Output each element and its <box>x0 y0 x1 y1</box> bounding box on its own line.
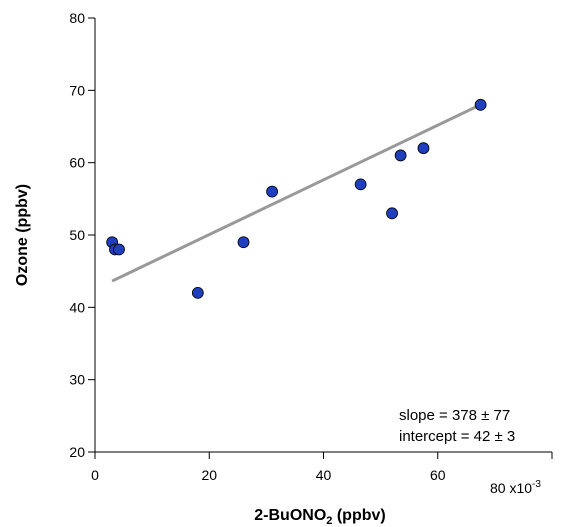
x-tick-label: 0 <box>91 467 99 483</box>
data-point <box>266 185 278 198</box>
data-point <box>474 98 487 111</box>
y-tick-label: 40 <box>69 299 85 315</box>
data-point <box>237 236 250 249</box>
data-point <box>354 178 367 191</box>
data-point <box>191 286 204 299</box>
axes <box>94 18 552 453</box>
fit-line <box>111 103 482 283</box>
data-point <box>113 243 125 256</box>
y-tick-label: 60 <box>69 155 85 171</box>
fit-line-group <box>111 103 482 283</box>
x-end-tick-label: 80 x10-3 <box>490 479 541 496</box>
x-end-exponent: -3 <box>532 479 541 490</box>
data-points <box>106 98 487 299</box>
x-axis-title-tail: (ppbv) <box>332 507 385 524</box>
data-point <box>386 207 398 220</box>
intercept-annotation: intercept = 42 ± 3 <box>399 428 515 445</box>
x-tick-label: 60 <box>430 467 446 483</box>
y-ticks: 20 30 40 50 60 70 80 <box>69 10 95 460</box>
x-axis-title: 2-BuONO2 (ppbv) <box>254 507 385 527</box>
y-tick-label: 70 <box>69 82 85 98</box>
y-tick-label: 80 <box>69 10 85 26</box>
y-tick-label: 50 <box>69 227 85 243</box>
data-point <box>417 142 430 155</box>
x-ticks: 0 20 40 60 <box>91 452 553 483</box>
x-tick-label: 40 <box>316 467 332 483</box>
y-tick-label: 30 <box>69 372 85 388</box>
y-axis-title: Ozone (ppbv) <box>14 184 31 286</box>
slope-annotation: slope = 378 ± 77 <box>399 407 510 424</box>
y-tick-label: 20 <box>69 444 85 460</box>
data-point <box>394 149 407 162</box>
x-axis-title-subscript: 2 <box>326 515 332 527</box>
x-tick-label: 20 <box>201 467 217 483</box>
